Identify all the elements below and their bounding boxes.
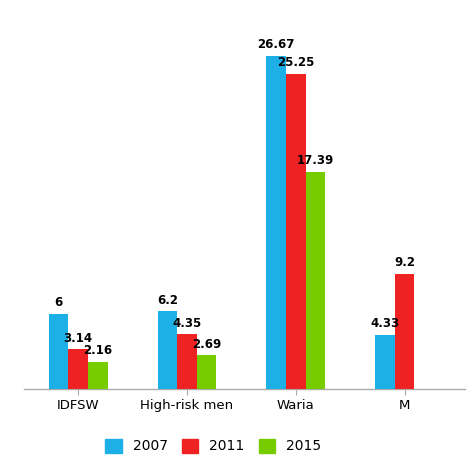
Text: 6.2: 6.2 <box>157 294 178 307</box>
Text: 25.25: 25.25 <box>277 56 314 69</box>
Bar <box>197 355 216 389</box>
Legend: 2007, 2011, 2015: 2007, 2011, 2015 <box>100 433 327 459</box>
Text: 9.2: 9.2 <box>394 256 415 270</box>
Bar <box>306 172 325 389</box>
Bar <box>375 335 395 389</box>
Bar <box>68 349 88 389</box>
Bar <box>266 56 286 389</box>
Bar <box>177 334 197 389</box>
Text: 6: 6 <box>55 296 63 310</box>
Text: 3.14: 3.14 <box>64 332 93 345</box>
Bar <box>157 311 177 389</box>
Bar <box>88 362 108 389</box>
Bar <box>49 314 68 389</box>
Text: 4.35: 4.35 <box>173 317 201 330</box>
Text: 26.67: 26.67 <box>257 38 295 51</box>
Text: 17.39: 17.39 <box>297 154 334 167</box>
Text: 2.69: 2.69 <box>192 338 221 351</box>
Text: 4.33: 4.33 <box>371 317 400 330</box>
Text: 2.16: 2.16 <box>83 344 112 357</box>
Bar <box>395 274 414 389</box>
Bar <box>286 73 306 389</box>
